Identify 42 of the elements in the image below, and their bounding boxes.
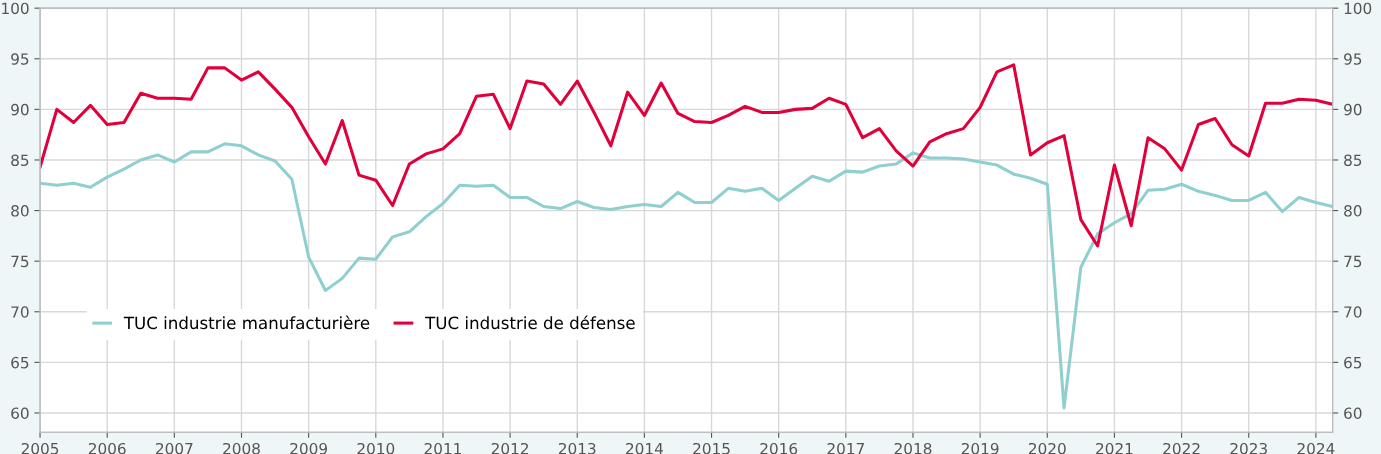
- y2-tick-label: 95: [1344, 53, 1362, 65]
- x-tick-label: 2014: [626, 442, 663, 454]
- y2-tick-label: 70: [1344, 306, 1362, 318]
- line-series: [40, 63, 1333, 248]
- x-tick-label: 2020: [1028, 442, 1066, 454]
- x-tick-label: 2012: [491, 442, 528, 454]
- y-tick-label: 75: [11, 255, 29, 268]
- x-tick-label: 2013: [558, 442, 596, 454]
- x-tick-label: 2017: [827, 442, 864, 454]
- x-tick-label: 2021: [1096, 442, 1133, 454]
- y-tick-label: 100: [2, 2, 29, 15]
- x-tick-label: 2010: [357, 442, 395, 454]
- x-tick-label: 2006: [88, 442, 126, 454]
- y-tick-label: 60: [11, 407, 29, 419]
- x-tick-label: 2018: [894, 442, 932, 454]
- x-tick-label: 2008: [223, 442, 260, 454]
- y2-tick-label: 60: [1344, 407, 1362, 419]
- y2-tick-label: 85: [1344, 154, 1362, 166]
- y2-tick-label: 65: [1344, 356, 1362, 369]
- y2-tick-label: 90: [1344, 103, 1362, 116]
- y-tick-label: 90: [11, 103, 29, 116]
- y-tick-label: 85: [11, 154, 29, 166]
- x-tick-label: 2016: [760, 442, 798, 454]
- line-series: [40, 142, 1333, 410]
- x-tick-label: 2009: [290, 442, 328, 454]
- y-tick-label: 95: [11, 53, 29, 65]
- x-tick-label: 2005: [21, 442, 59, 454]
- x-tick-label: 2023: [1230, 442, 1267, 454]
- x-tick-label: 2015: [693, 442, 730, 454]
- x-tick-label: 2024: [1297, 442, 1335, 454]
- x-tick-label: 2019: [961, 442, 999, 454]
- y-tick-label: 70: [11, 306, 29, 318]
- legend-label: TUC industrie manufacturière: [123, 315, 370, 330]
- x-tick-label: 2007: [156, 442, 193, 454]
- y-tick-label: 80: [11, 205, 29, 217]
- y-tick-label: 65: [11, 356, 29, 369]
- x-tick-label: 2022: [1163, 442, 1200, 454]
- legend-label: TUC industrie de défense: [425, 315, 635, 330]
- y2-tick-label: 80: [1344, 205, 1362, 217]
- y2-tick-label: 100: [1344, 2, 1372, 15]
- x-tick-label: 2011: [424, 442, 461, 454]
- y2-tick-label: 75: [1344, 255, 1362, 268]
